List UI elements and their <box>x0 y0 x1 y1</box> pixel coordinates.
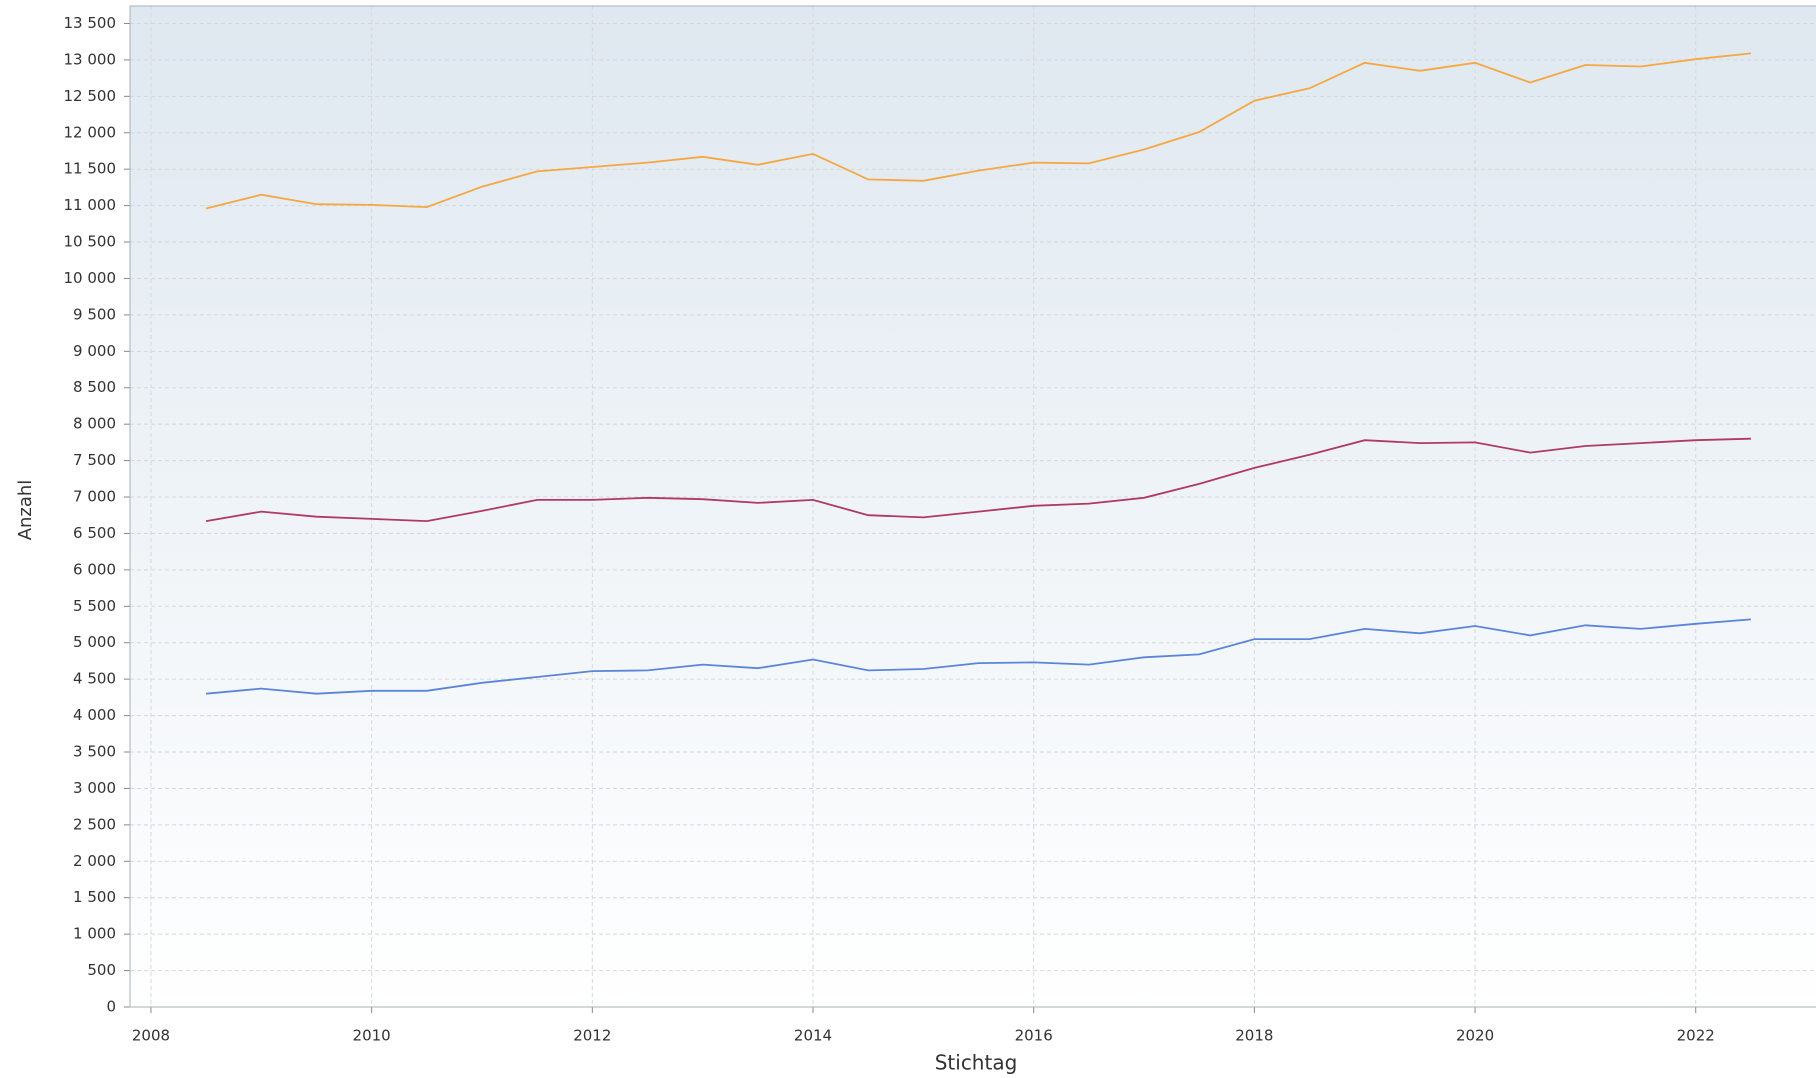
y-tick-label: 1 500 <box>73 888 116 906</box>
y-tick-label: 7 500 <box>73 451 116 469</box>
x-tick-label: 2018 <box>1235 1027 1273 1045</box>
y-tick-label: 12 500 <box>64 87 117 105</box>
series-line <box>205 437 1751 523</box>
plot-area <box>130 6 1816 1007</box>
y-tick-label: 11 500 <box>64 160 117 178</box>
x-tick-label: 2012 <box>573 1027 611 1045</box>
y-tick-label: 1 000 <box>73 925 116 943</box>
y-tick-label: 10 500 <box>64 233 117 251</box>
x-tick-label: 2020 <box>1456 1027 1494 1045</box>
x-tick-label: 2014 <box>794 1027 832 1045</box>
x-axis-label: Stichtag <box>935 1051 1018 1075</box>
y-tick-label: 11 000 <box>64 196 117 214</box>
y-tick-label: 13 000 <box>64 50 117 68</box>
y-tick-label: 12 000 <box>64 123 117 141</box>
y-tick-label: 2 000 <box>73 852 116 870</box>
y-tick-label: 6 000 <box>73 560 116 578</box>
y-tick-label: 8 500 <box>73 378 116 396</box>
series-line <box>206 618 1751 695</box>
y-tick-label: 2 500 <box>73 815 116 833</box>
y-tick-label: 13 500 <box>64 14 117 32</box>
y-axis-label: Anzahl <box>15 480 36 541</box>
y-tick-label: 3 500 <box>73 743 116 761</box>
axis-frame <box>129 5 1816 1008</box>
series-line <box>205 52 1751 210</box>
y-tick-label: 5 000 <box>73 633 116 651</box>
y-tick-label: 4 500 <box>73 670 116 688</box>
x-tick-label: 2016 <box>1015 1027 1053 1045</box>
x-tick-label: 2022 <box>1677 1027 1715 1045</box>
y-tick-label: 9 000 <box>73 342 116 360</box>
y-tick-label: 4 000 <box>73 706 116 724</box>
x-tick-label: 2008 <box>132 1027 170 1045</box>
x-tick-label: 2010 <box>353 1027 391 1045</box>
y-tick-label: 10 000 <box>64 269 117 287</box>
y-tick-label: 6 500 <box>73 524 116 542</box>
y-tick-label: 9 500 <box>73 305 116 323</box>
y-tick-label: 7 000 <box>73 488 116 506</box>
y-tick-label: 3 000 <box>73 779 116 797</box>
y-tick-label: 5 500 <box>73 597 116 615</box>
y-tick-label: 500 <box>87 961 116 979</box>
y-tick-label: 8 000 <box>73 415 116 433</box>
y-tick-label: 0 <box>106 998 116 1016</box>
